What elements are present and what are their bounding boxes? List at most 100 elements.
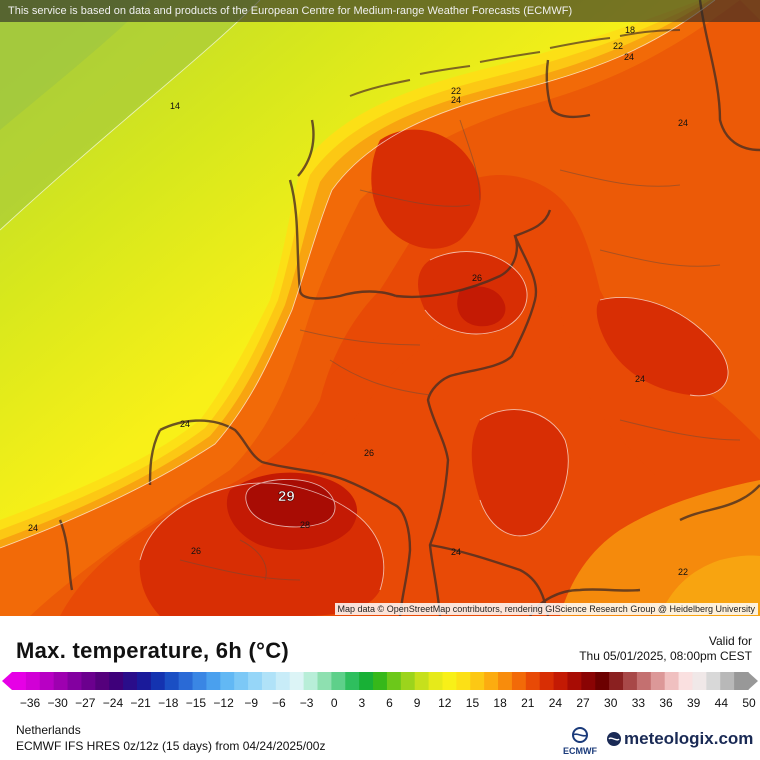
legend-tick: 12 [438, 696, 452, 710]
legend-swatch [373, 672, 388, 690]
weather-map[interactable]: 14 18 22 24 22 24 24 26 24 24 26 28 26 2… [0, 0, 760, 616]
legend-swatch [678, 672, 694, 690]
legend-swatch [261, 672, 277, 690]
region-name: Netherlands [16, 723, 81, 737]
contour-label: 26 [191, 546, 201, 556]
legend-swatch [53, 672, 69, 690]
legend-swatch [234, 672, 249, 690]
legend-swatch [400, 672, 416, 690]
legend-swatch [456, 672, 471, 690]
ecmwf-logo[interactable]: ECMWF [558, 726, 602, 756]
legend-swatch [581, 672, 596, 690]
contour-label: 22 [678, 567, 688, 577]
legend-swatch [539, 672, 555, 690]
legend-swatch [12, 672, 27, 690]
brand-name: meteologix.com [624, 729, 754, 748]
legend-swatch [623, 672, 638, 690]
legend-tick: 24 [548, 696, 563, 710]
legend-swatch [650, 672, 666, 690]
legend-tick: 33 [631, 696, 646, 710]
legend-tick: −18 [158, 696, 179, 710]
legend-swatch [470, 672, 485, 690]
legend-swatch [345, 672, 360, 690]
legend-swatch [595, 672, 610, 690]
legend-tick: 39 [687, 696, 701, 710]
legend-swatch [136, 672, 152, 690]
legend-swatch [498, 672, 513, 690]
legend-swatch [442, 672, 457, 690]
legend-swatch [303, 672, 319, 690]
legend-swatch [664, 672, 680, 690]
legend-tick: −24 [102, 696, 124, 710]
legend-swatch [25, 672, 41, 690]
legend-swatch [553, 672, 569, 690]
map-attribution[interactable]: Map data © OpenStreetMap contributors, r… [334, 603, 758, 615]
contour-label: 24 [451, 95, 461, 105]
contour-label: 24 [451, 547, 461, 557]
contour-label: 14 [170, 101, 180, 111]
legend-tick: 44 [714, 696, 729, 710]
legend-tick: 21 [521, 696, 535, 710]
legend-swatch [150, 672, 166, 690]
contour-label: 24 [624, 52, 634, 62]
meteologix-logo[interactable]: meteologix.com [606, 729, 753, 749]
legend-swatch [220, 672, 235, 690]
color-legend [2, 672, 758, 690]
contour-labels: 14 18 22 24 22 24 24 26 24 24 26 28 26 2… [28, 25, 688, 577]
legend-swatch [39, 672, 55, 690]
legend-tick: −6 [272, 696, 286, 710]
legend-swatch [192, 672, 208, 690]
legend-tick: 30 [604, 696, 618, 710]
legend-swatch [359, 672, 374, 690]
legend-tick: 0 [330, 696, 338, 710]
contour-label: 28 [300, 520, 310, 530]
legend-swatch [178, 672, 194, 690]
legend-swatch [525, 672, 541, 690]
legend-swatch [289, 672, 305, 690]
legend-swatch [386, 672, 402, 690]
contour-label: 18 [625, 25, 635, 35]
contour-label: 22 [451, 86, 461, 96]
legend-tick: −27 [75, 696, 96, 710]
legend-tick: −21 [130, 696, 151, 710]
contour-label: 24 [28, 523, 38, 533]
map-title: Max. temperature, 6h (°C) [16, 638, 290, 663]
contour-label: 22 [613, 41, 623, 51]
legend-swatch [248, 672, 263, 690]
legend-swatch [81, 672, 96, 690]
legend-arrow-right-icon [748, 672, 758, 690]
contour-label: 24 [678, 118, 688, 128]
meteologix-globe-icon [607, 732, 621, 746]
legend-tick: −36 [19, 696, 41, 710]
contour-label: 24 [635, 374, 645, 384]
legend-swatch [164, 672, 180, 690]
model-info: ECMWF IFS HRES 0z/12z (15 days) from 04/… [16, 739, 326, 753]
legend-tick: −15 [185, 696, 207, 710]
legend-tick: 3 [358, 696, 366, 710]
valid-label: Valid for [708, 634, 752, 648]
contour-label: 26 [364, 448, 374, 458]
legend-tick: −30 [47, 696, 68, 710]
legend-swatch [511, 672, 527, 690]
map-footer: Max. temperature, 6h (°C) Valid for Thu … [0, 616, 760, 760]
legend-swatch [123, 672, 138, 690]
legend-swatch [275, 672, 291, 690]
legend-swatch [720, 672, 735, 690]
legend-swatch [67, 672, 83, 690]
legend-tick: 36 [659, 696, 673, 710]
contour-label: 24 [180, 419, 190, 429]
legend-swatch [734, 672, 749, 690]
legend-tick: 27 [576, 696, 590, 710]
ecmwf-disclaimer: This service is based on data and produc… [0, 0, 760, 22]
legend-swatch [331, 672, 346, 690]
legend-swatch [206, 672, 221, 690]
legend-tick: 15 [465, 696, 480, 710]
legend-swatch [706, 672, 721, 690]
valid-date: Thu 05/01/2025, 08:00pm CEST [579, 649, 752, 663]
legend-tick: −3 [299, 696, 314, 710]
legend-swatch [567, 672, 582, 690]
legend-swatch [317, 672, 332, 690]
contour-label: 26 [472, 273, 482, 283]
temperature-field: 14 18 22 24 22 24 24 26 24 24 26 28 26 2… [0, 0, 760, 616]
legend-tick: −9 [244, 696, 259, 710]
